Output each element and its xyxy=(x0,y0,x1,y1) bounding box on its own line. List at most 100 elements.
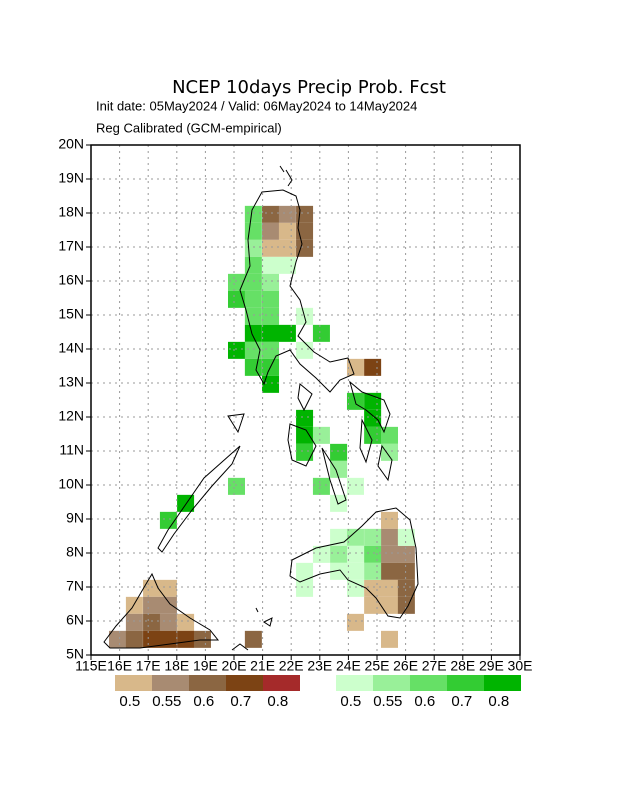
y-tick-label: 6N xyxy=(66,612,84,628)
prob-cell xyxy=(296,426,314,444)
colorbar: 0.5 0.55 0.6 0.7 0.8 0.5 0.55 0.6 0.7 0.8 xyxy=(115,675,521,710)
y-tick-label: 12N xyxy=(58,408,84,424)
prob-cell xyxy=(109,630,127,648)
prob-cell xyxy=(244,239,262,257)
prob-cell xyxy=(262,375,280,393)
prob-cell xyxy=(364,545,382,563)
prob-cell xyxy=(227,273,245,291)
prob-cell xyxy=(262,222,280,240)
colorbar-box xyxy=(152,675,189,691)
prob-cell xyxy=(177,494,195,512)
prob-cell xyxy=(244,222,262,240)
prob-cell xyxy=(364,409,382,427)
prob-cell xyxy=(296,443,314,461)
y-tick-label: 13N xyxy=(58,374,84,390)
prob-cell xyxy=(227,341,245,359)
colorbar-box xyxy=(263,675,300,691)
prob-cell xyxy=(244,341,262,359)
y-tick-label: 19N xyxy=(58,170,84,186)
y-tick-label: 11N xyxy=(59,442,84,458)
prob-cell xyxy=(262,239,280,257)
prob-cell xyxy=(125,630,143,648)
prob-cell xyxy=(381,630,399,648)
x-tick-label: 115E xyxy=(75,658,107,674)
prob-cell xyxy=(262,273,280,291)
x-tick-label: 30E xyxy=(508,658,533,674)
prob-cell xyxy=(296,562,314,580)
x-tick-label: 24E xyxy=(336,658,361,674)
prob-cell xyxy=(346,579,364,597)
prob-cell xyxy=(330,528,348,546)
colorbar-box xyxy=(447,675,484,691)
x-tick-label: 23E xyxy=(307,658,332,674)
prob-cell xyxy=(346,528,364,546)
colorbar-label: 0.55 xyxy=(152,693,181,710)
x-tick-label: 27E xyxy=(422,658,447,674)
prob-cell xyxy=(262,256,280,274)
prob-cell xyxy=(381,443,399,461)
prob-cell xyxy=(244,630,262,648)
prob-cell xyxy=(159,511,177,529)
prob-cell xyxy=(346,613,364,631)
grid xyxy=(91,145,520,655)
plot-frame xyxy=(90,144,521,656)
prob-cell xyxy=(278,239,296,257)
x-tick-label: 18E xyxy=(164,658,189,674)
y-tick-label: 16N xyxy=(58,272,84,288)
y-tick-label: 18N xyxy=(58,204,84,220)
prob-cell xyxy=(278,205,296,223)
x-tick-label: 29E xyxy=(479,658,504,674)
prob-cell xyxy=(143,630,161,648)
chart-note: Reg Calibrated (GCM-empirical) xyxy=(96,120,282,135)
prob-cell xyxy=(330,545,348,563)
y-tick-label: 10N xyxy=(58,476,84,492)
prob-cell xyxy=(330,562,348,580)
x-tick-label: 20E xyxy=(222,658,247,674)
prob-cell xyxy=(364,562,382,580)
prob-cell xyxy=(278,324,296,342)
axis-ticks: 115E 16E 17E 18E 19E 20E 21E 22E 23E 24E 25E 26E 27E… xyxy=(58,136,532,674)
y-tick-label: 20N xyxy=(58,136,84,152)
prob-cell xyxy=(244,205,262,223)
prob-cell xyxy=(193,630,211,648)
y-tick-label: 14N xyxy=(58,340,84,356)
prob-cell xyxy=(312,426,330,444)
prob-cell xyxy=(364,596,382,614)
y-tick-label: 17N xyxy=(58,238,84,254)
prob-cell xyxy=(381,596,399,614)
colorbar-box xyxy=(189,675,226,691)
prob-cell xyxy=(159,596,177,614)
prob-cell xyxy=(159,613,177,631)
prob-cell xyxy=(125,613,143,631)
prob-cell xyxy=(296,239,314,257)
prob-cell xyxy=(381,511,399,529)
y-tick-label: 7N xyxy=(66,578,84,594)
prob-cell xyxy=(397,545,415,563)
x-tick-label: 19E xyxy=(193,658,218,674)
y-tick-label: 15N xyxy=(58,306,84,322)
colorbar-label: 0.8 xyxy=(488,693,509,710)
prob-cell xyxy=(312,477,330,495)
colorbar-box xyxy=(484,675,521,691)
x-tick-label: 28E xyxy=(450,658,475,674)
prob-cell xyxy=(346,477,364,495)
colorbar-label: 0.55 xyxy=(373,693,402,710)
colorbar-box xyxy=(410,675,447,691)
y-tick-label: 5N xyxy=(66,646,84,662)
prob-cell xyxy=(278,256,296,274)
x-tick-label: 25E xyxy=(365,658,390,674)
colorbar-box xyxy=(226,675,263,691)
x-tick-label: 22E xyxy=(279,658,304,674)
prob-cell xyxy=(262,205,280,223)
prob-cell xyxy=(143,596,161,614)
prob-cell xyxy=(262,324,280,342)
prob-cell xyxy=(244,290,262,308)
y-tick-label: 9N xyxy=(66,510,84,526)
prob-cell xyxy=(364,358,382,376)
prob-cell xyxy=(364,528,382,546)
prob-cell xyxy=(381,528,399,546)
x-tick-label: 17E xyxy=(136,658,161,674)
colorbar-box xyxy=(336,675,373,691)
prob-cell xyxy=(244,358,262,376)
